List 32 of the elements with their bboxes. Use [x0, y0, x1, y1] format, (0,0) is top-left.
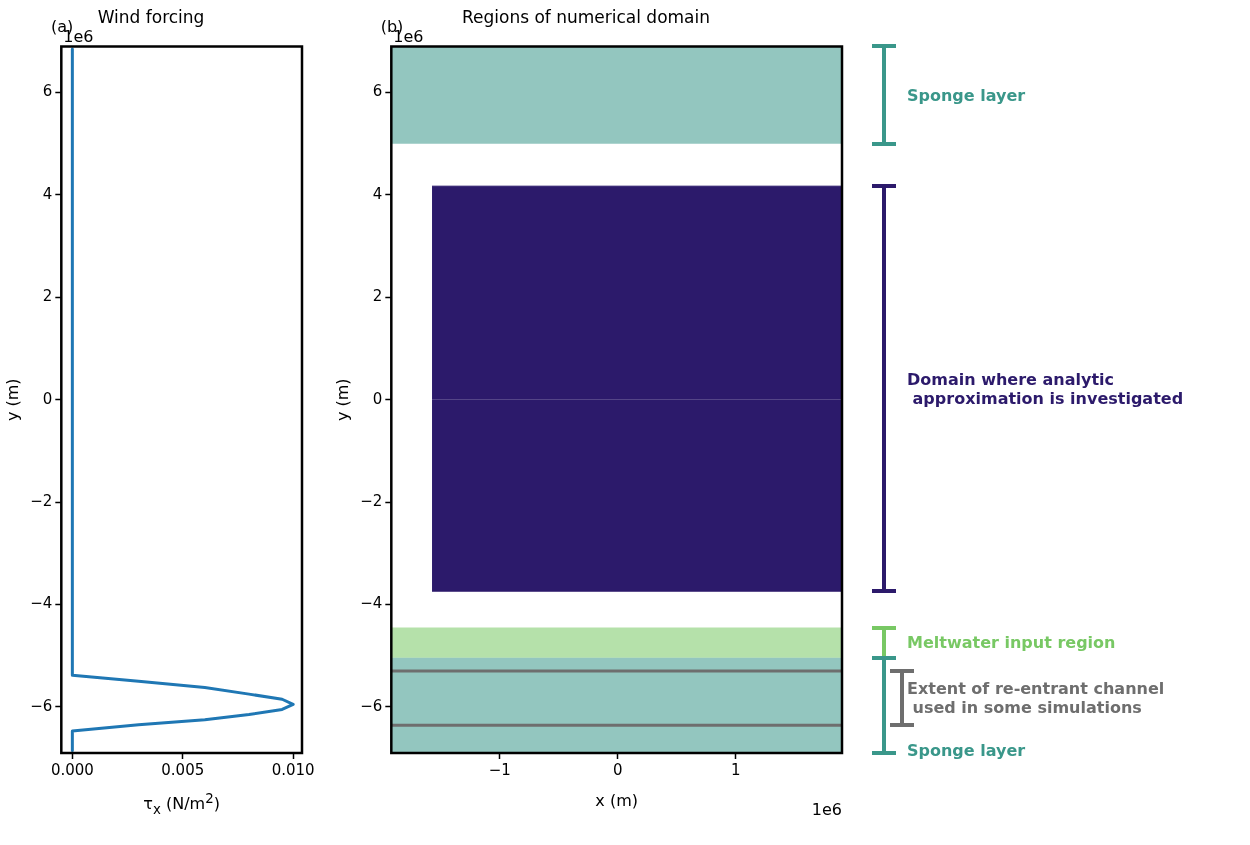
y-axis-title: y (m) — [2, 378, 22, 422]
y-tick-label: 4 — [42, 184, 53, 203]
x-tick-label: 0 — [613, 760, 623, 779]
text: Extent of re-entrant channel used in some simulations — [907, 679, 1165, 718]
text: 1e6 — [811, 800, 842, 819]
x-tick-label: 0.005 — [161, 760, 205, 779]
x-tick-label: 0.010 — [271, 760, 315, 779]
y-tick-label: 6 — [42, 82, 53, 101]
x-tick-label: −1 — [488, 760, 511, 779]
y-tick-label: 2 — [42, 287, 53, 306]
x-tick-label: 0.000 — [50, 760, 94, 779]
text: Domain where analytic approximation is investigated — [907, 369, 1184, 408]
y-tick-label: −6 — [30, 696, 53, 715]
y-tick-label: −4 — [30, 594, 53, 613]
y-tick-label: 6 — [372, 82, 383, 101]
chart-title: Wind forcing — [97, 6, 205, 27]
y-tick-label: 0 — [372, 389, 383, 408]
band-label: Sponge layer — [907, 85, 1026, 105]
y-tick-label: −2 — [360, 492, 383, 510]
y-tick-label: 2 — [372, 287, 383, 306]
y-tick-label: −6 — [360, 696, 383, 715]
chart-title: Regions of numerical domain — [461, 6, 711, 27]
y-tick-label: 4 — [372, 184, 383, 203]
y-tick-label: −4 — [360, 594, 383, 613]
x-tick-label: 1 — [731, 760, 741, 779]
y-axis-title: y (m) — [332, 378, 352, 422]
band-label: Sponge layer — [907, 741, 1026, 760]
y-tick-label: 0 — [42, 389, 53, 408]
x-axis-title: x (m) — [595, 791, 638, 810]
y-tick-label: −2 — [30, 492, 53, 510]
x-axis-title: τ$_{x}$ (N/m$^{2}$) — [143, 791, 220, 817]
band-label: Meltwater input region — [907, 633, 1116, 653]
